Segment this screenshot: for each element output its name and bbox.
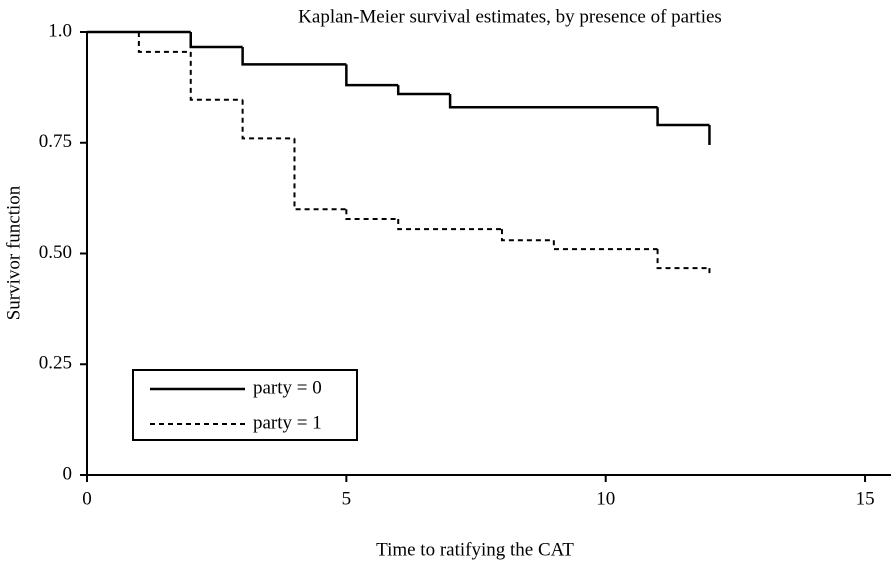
legend-label: party = 1 [253, 412, 322, 433]
survival-step [396, 85, 451, 96]
y-tick-label: 0.25 [39, 353, 72, 374]
x-tick-label: 0 [82, 488, 92, 509]
survival-step [241, 47, 347, 66]
y-tick-label: 1.0 [48, 20, 72, 41]
chart-title: Kaplan-Meier survival estimates, by pres… [298, 6, 722, 27]
survival-step [189, 32, 243, 49]
survival-step [189, 51, 243, 101]
survival-step [241, 99, 295, 140]
y-tick-label: 0.75 [39, 131, 72, 152]
survival-step [552, 240, 658, 251]
y-tick-label: 0.50 [39, 242, 72, 263]
survival-step [293, 138, 347, 211]
survival-step [397, 218, 502, 231]
survival-step [345, 64, 399, 87]
survival-step [448, 94, 658, 109]
x-tick-label: 10 [596, 488, 615, 509]
x-axis-label: Time to ratifying the CAT [376, 539, 574, 560]
survival-step [656, 107, 710, 127]
legend-label: party = 0 [253, 377, 322, 398]
legend-box [132, 369, 358, 441]
survival-step [500, 229, 554, 242]
survival-step [137, 32, 191, 53]
x-tick-label: 15 [856, 488, 875, 509]
survival-step [656, 249, 710, 270]
survival-step [345, 209, 399, 220]
y-axis-label: Survivor function [3, 185, 24, 320]
y-tick-label: 0 [63, 463, 73, 484]
x-tick-label: 5 [342, 488, 352, 509]
